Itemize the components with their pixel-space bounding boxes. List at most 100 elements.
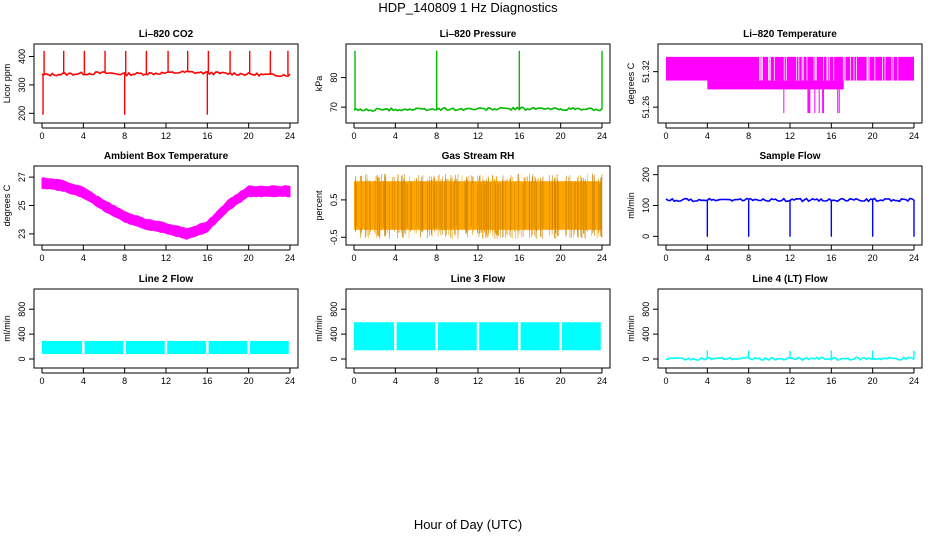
x-axis: 0 4 8 12 16 20 24 [351,245,607,263]
temperature-band [41,177,291,240]
x-tick-label: 16 [202,253,212,263]
y-tick-label: 400 [329,327,339,342]
x-tick-label: 16 [202,131,212,141]
x-tick-label: 24 [597,131,607,141]
x-tick-label: 20 [868,376,878,386]
x-tick-label: 4 [393,376,398,386]
y-axis: 0 400 800 [329,302,346,362]
series-marks [665,197,915,237]
panel-co2: Li–820 CO2 Licor ppm 0 4 8 12 16 20 24 200 300 400 [2,29,299,141]
x-tick-label: 8 [434,253,439,263]
x-axis: 0 4 8 12 16 20 24 [351,368,607,386]
y-axis: 0 100 200 [641,167,658,239]
x-tick-label: 0 [663,253,668,263]
y-axis-label: ml/min [626,192,636,219]
x-tick-label: 16 [826,131,836,141]
panel-title: Sample Flow [759,151,820,162]
y-tick-label: 27 [17,172,27,182]
y-tick-label: 800 [329,302,339,317]
y-axis-label: percent [314,190,324,221]
y-tick-label: 100 [641,198,651,213]
panel-sample-flow: Sample Flow ml/min 0 4 8 12 16 20 24 0 100 200 [626,151,923,263]
y-tick-label: 400 [641,327,651,342]
x-tick-label: 20 [244,253,254,263]
x-tick-label: 0 [351,376,356,386]
x-tick-label: 24 [909,253,919,263]
x-axis: 0 4 8 12 16 20 24 [39,245,295,263]
series-marks [353,50,603,113]
y-tick-label: 400 [17,49,27,64]
x-axis: 0 4 8 12 16 20 24 [663,245,919,263]
temperature-band-upper [666,56,914,81]
x-tick-label: 20 [244,131,254,141]
panel-licor-temp: Li–820 Temperature degrees C 0 4 8 12 16 20 24 51… [626,29,923,141]
x-tick-label: 20 [244,376,254,386]
panel-title: Ambient Box Temperature [104,151,229,162]
x-tick-label: 12 [473,376,483,386]
x-tick-label: 0 [351,253,356,263]
y-tick-label: -0.5 [329,230,339,246]
panel-box-temp: Ambient Box Temperature degrees C 0 4 8 12 16 2… [2,151,299,263]
x-tick-label: 20 [556,376,566,386]
x-tick-label: 4 [393,131,398,141]
series-line [41,70,291,78]
flow-block [42,340,83,355]
x-tick-label: 12 [785,376,795,386]
x-tick-label: 24 [285,376,295,386]
x-tick-label: 8 [122,376,127,386]
x-tick-label: 0 [39,376,44,386]
y-axis: 0 400 800 [641,302,658,362]
x-axis: 0 4 8 12 16 20 24 [39,123,295,141]
y-tick-label: 300 [17,77,27,92]
x-tick-label: 16 [826,376,836,386]
panel-title: Li–820 Pressure [440,29,517,40]
series-marks [354,173,603,240]
x-axis: 0 4 8 12 16 20 24 [39,368,295,386]
panel-title: Line 4 (LT) Flow [752,274,828,285]
y-axis: 70 80 [329,73,346,112]
x-tick-label: 8 [434,131,439,141]
panel-rh: Gas Stream RH percent 0 4 8 12 16 20 24 -0.5 0.5 [314,151,611,263]
x-tick-label: 12 [473,131,483,141]
y-axis-label: ml/min [314,315,324,342]
x-tick-label: 8 [122,131,127,141]
x-tick-label: 4 [705,253,710,263]
y-tick-label: 80 [329,73,339,83]
x-tick-label: 8 [122,253,127,263]
x-tick-label: 16 [514,253,524,263]
x-tick-label: 24 [597,253,607,263]
flow-block [125,340,165,355]
series-line [353,106,603,113]
x-tick-label: 16 [826,253,836,263]
temperature-band-lower [707,80,844,90]
panel-pressure: Li–820 Pressure kPa 0 4 8 12 16 20 24 70 80 [314,29,611,141]
x-tick-label: 24 [909,376,919,386]
x-tick-label: 0 [39,131,44,141]
x-tick-label: 0 [39,253,44,263]
flow-block [520,322,560,351]
x-tick-label: 24 [285,253,295,263]
panel-title: Line 3 Flow [451,274,506,285]
y-axis-label: kPa [314,76,324,92]
flow-block [84,340,124,355]
y-axis: 51.26 51.32 [641,60,658,118]
x-axis: 0 4 8 12 16 20 24 [351,123,607,141]
x-tick-label: 8 [746,376,751,386]
x-tick-label: 0 [663,376,668,386]
x-tick-label: 12 [473,253,483,263]
y-axis: -0.5 0.5 [329,194,346,245]
series-marks [41,50,291,115]
flow-block [249,340,289,355]
flow-block [354,322,395,351]
y-tick-label: 200 [641,167,651,182]
panel-line3-flow: Line 3 Flow ml/min 0 4 8 12 16 20 24 0 400 800 [314,274,611,386]
x-tick-label: 4 [81,131,86,141]
x-tick-label: 8 [746,131,751,141]
x-tick-label: 12 [161,253,171,263]
x-axis: 0 4 8 12 16 20 24 [663,123,919,141]
y-tick-label: 400 [17,327,27,342]
flow-block [479,322,519,351]
y-axis-label: degrees C [2,184,12,226]
flow-block [396,322,436,351]
